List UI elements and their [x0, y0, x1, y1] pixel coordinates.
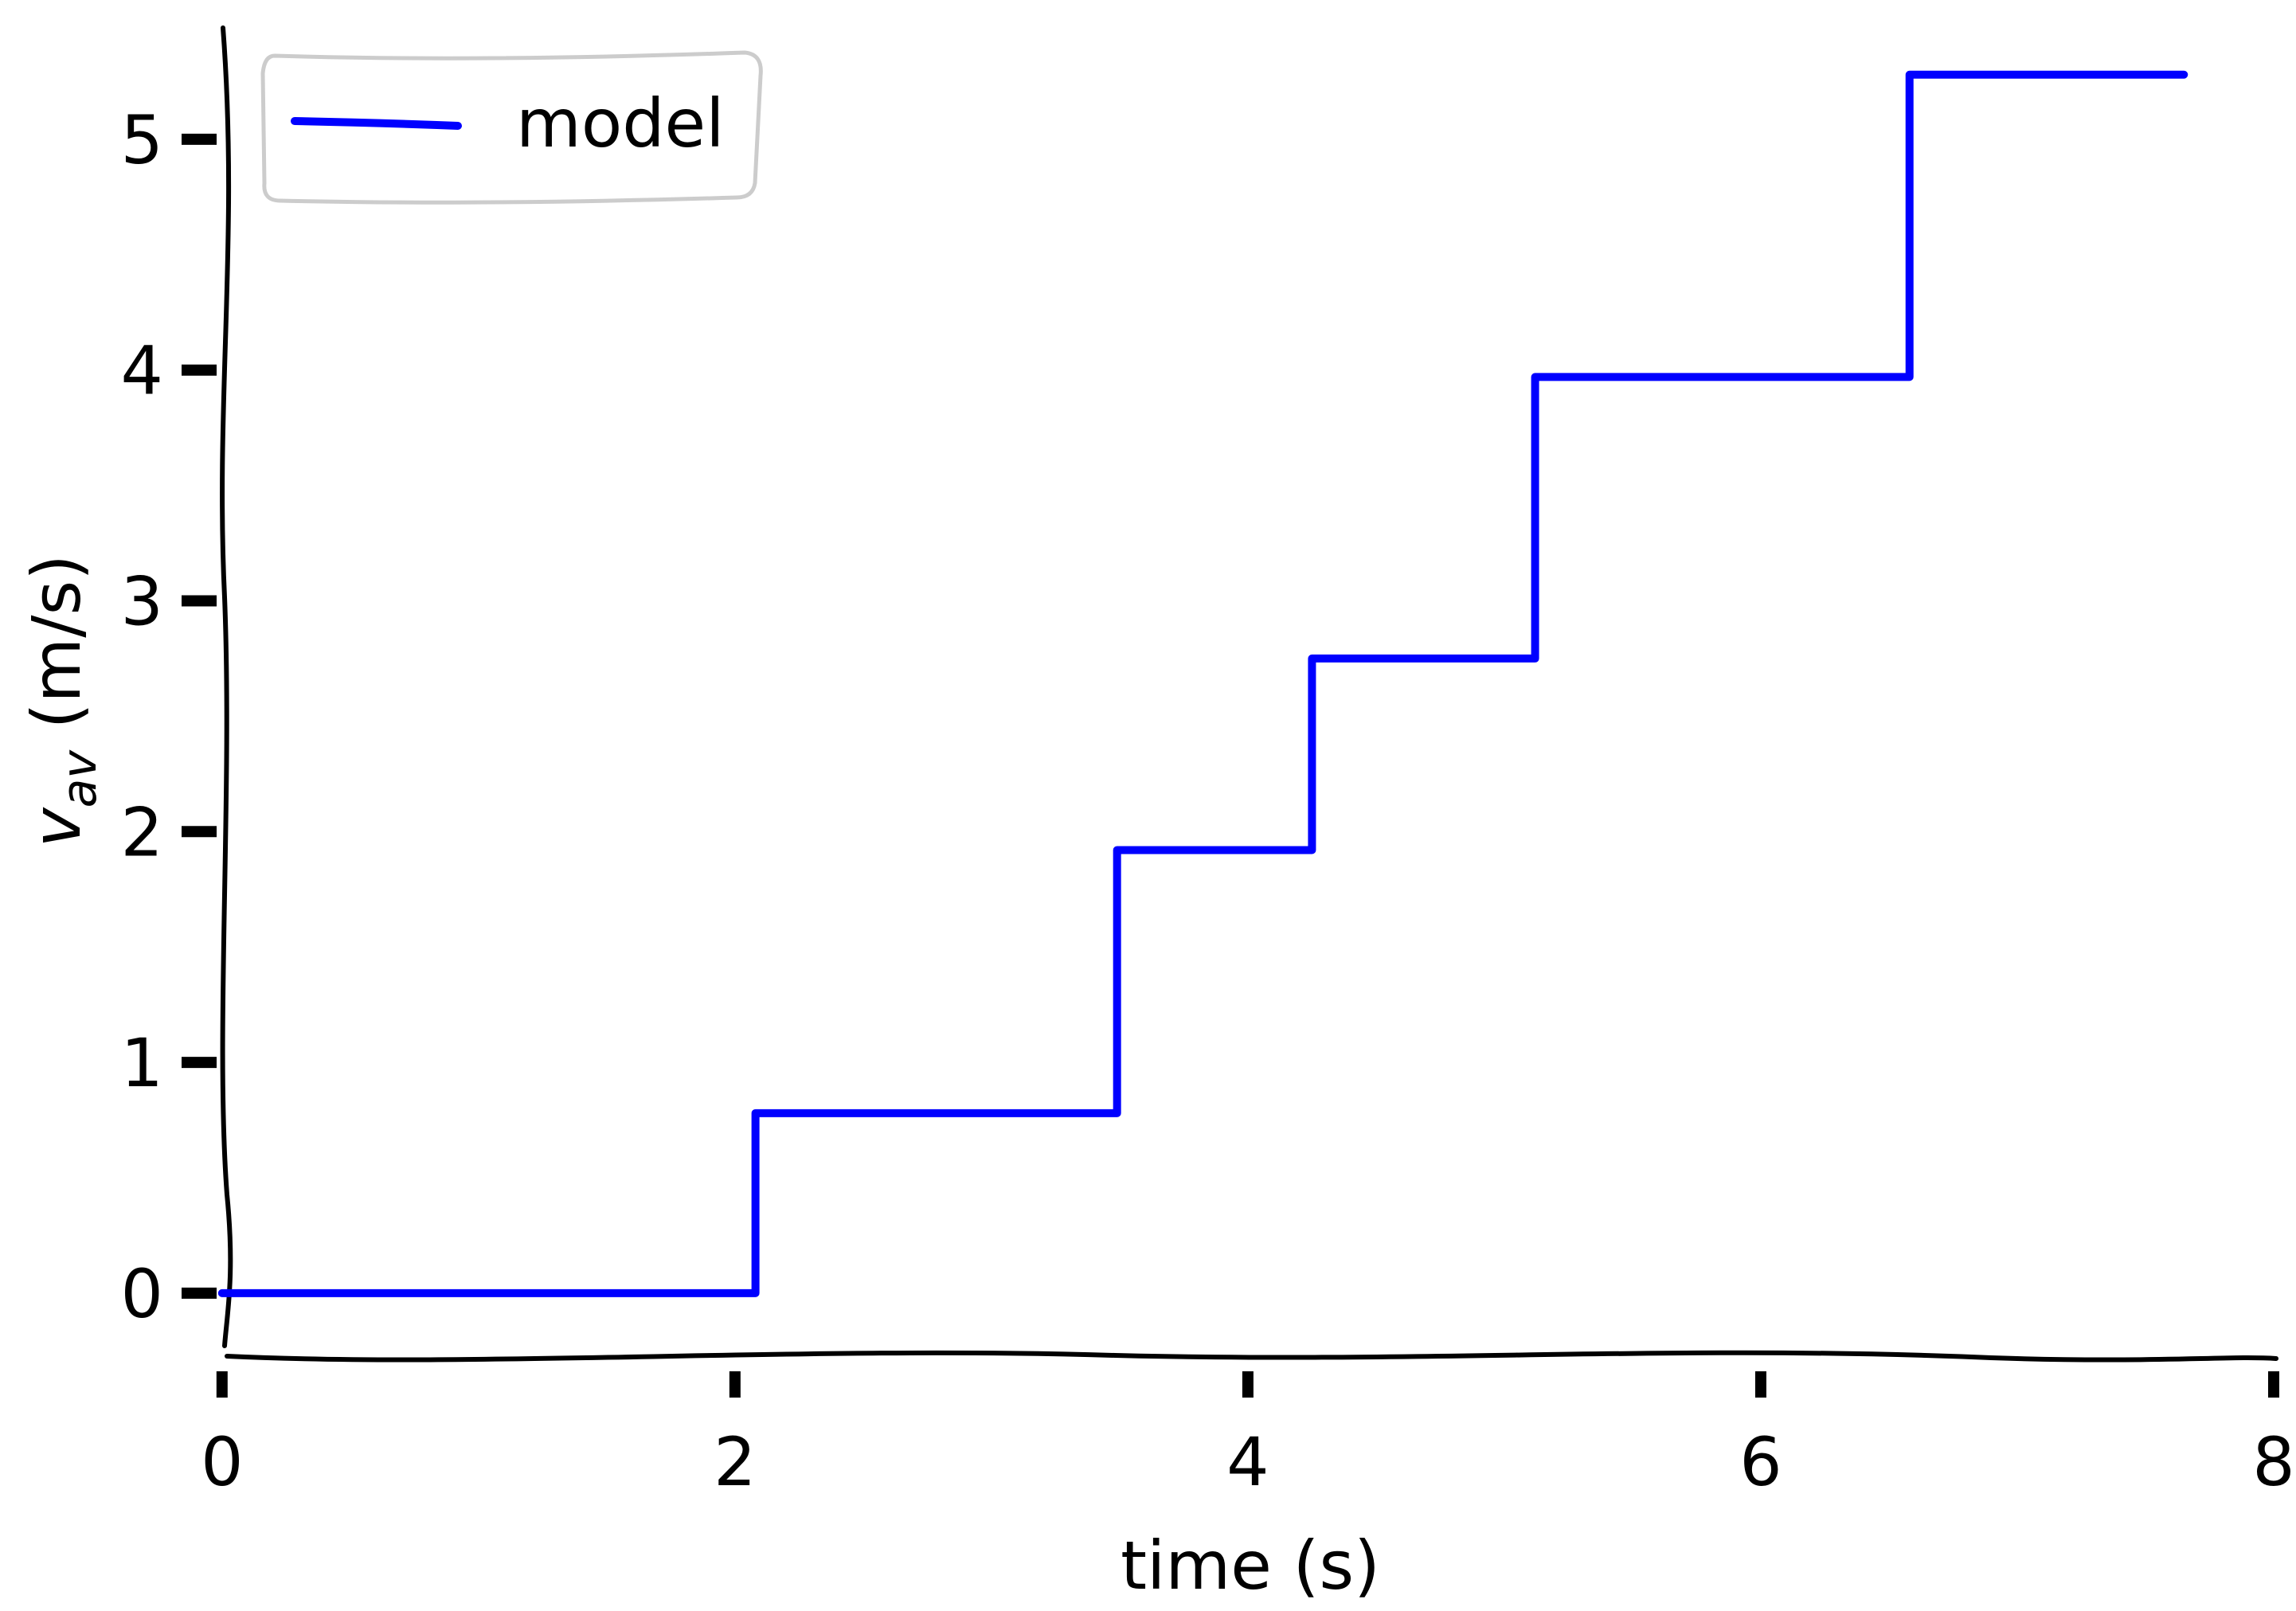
- y-tick-label: 1: [121, 1024, 163, 1102]
- y-axis-spine: [220, 25, 233, 1348]
- y-tick-label: 5: [121, 101, 163, 179]
- x-tick-label: 4: [1226, 1423, 1269, 1501]
- x-tick-label: 6: [1739, 1423, 1782, 1501]
- legend-frame: [260, 50, 763, 205]
- y-tick-label: 4: [121, 332, 163, 410]
- legend-swatch: [291, 117, 462, 130]
- series-layer: [217, 70, 2188, 1297]
- ticks: 0 2 4 6 8 0 1 2 3 4 5: [121, 101, 2295, 1501]
- axes: [220, 25, 2278, 1363]
- series-line-model: [217, 70, 2188, 1297]
- y-tick-label: 0: [121, 1255, 163, 1333]
- x-axis-spine: [225, 1350, 2278, 1363]
- x-tick-label: 2: [714, 1423, 756, 1501]
- y-axis-label-subscript: av: [52, 749, 108, 808]
- y-axis-label: vav (m/s): [18, 554, 108, 847]
- legend-label: model: [516, 84, 725, 162]
- x-axis-label: time (s): [1121, 1527, 1380, 1605]
- y-axis-label-unit: (m/s): [18, 554, 96, 750]
- x-tick-label: 8: [2252, 1423, 2294, 1501]
- y-tick-label: 2: [121, 793, 163, 871]
- y-axis-label-base: v: [18, 807, 96, 847]
- x-tick-label: 0: [201, 1423, 243, 1501]
- y-tick-label: 3: [121, 562, 163, 640]
- legend: model: [260, 50, 763, 205]
